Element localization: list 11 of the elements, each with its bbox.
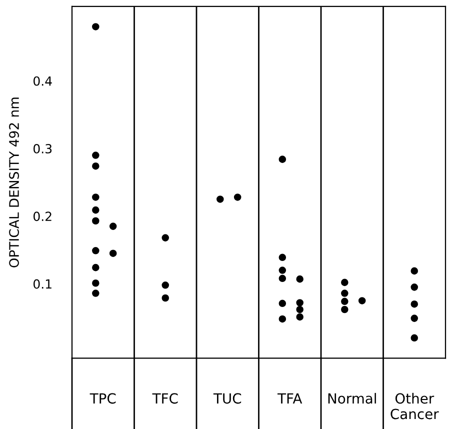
y-tick-label: 0.4 (34, 76, 52, 86)
y-tick-label: 0.2 (34, 212, 52, 222)
y-tick-label: 0.3 (34, 144, 52, 154)
x-tick-label: TPC (90, 393, 116, 404)
y-axis-title: OPTICAL DENSITY 492 nm (9, 98, 20, 268)
x-tick-label: TUC (213, 393, 242, 404)
x-tick-label: TFA (277, 393, 302, 404)
y-tick-label: 0.1 (34, 279, 52, 289)
x-tick-label: TFC (152, 393, 178, 404)
x-tick-label: Other Cancer (390, 392, 439, 420)
x-tick-label: Normal (328, 392, 376, 404)
